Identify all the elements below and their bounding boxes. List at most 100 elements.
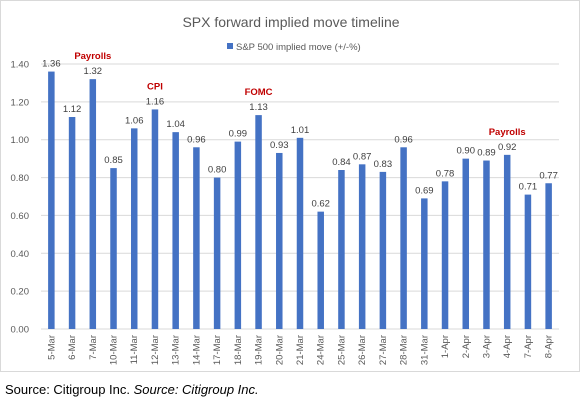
data-label: 1.01 xyxy=(291,125,310,136)
data-label: 1.06 xyxy=(125,115,144,126)
bar xyxy=(255,115,262,329)
data-label: 0.96 xyxy=(394,134,413,145)
bar xyxy=(110,168,117,329)
chart-frame: SPX forward implied move timeline S&P 50… xyxy=(0,0,580,372)
data-label: 1.16 xyxy=(146,96,165,107)
x-tick-label: 28-Mar xyxy=(399,335,410,365)
annotations: Payrolls CPI FOMC Payrolls xyxy=(74,51,525,138)
y-tick-label: 0.80 xyxy=(11,173,30,184)
data-label: 0.78 xyxy=(436,168,455,179)
bar xyxy=(234,141,242,329)
data-label: 1.12 xyxy=(63,104,82,115)
x-tick-label: 27-Mar xyxy=(378,335,389,365)
source-text-italic: Source: Citigroup Inc. xyxy=(133,382,259,397)
y-tick-label: 1.40 xyxy=(11,60,30,71)
bar xyxy=(213,177,221,329)
x-tick-label: 31-Mar xyxy=(419,335,430,365)
bar xyxy=(172,132,179,329)
data-label: 0.83 xyxy=(374,159,393,170)
bar xyxy=(358,164,366,329)
data-label: 0.71 xyxy=(519,182,538,193)
bar xyxy=(441,181,449,329)
chart-title: SPX forward implied move timeline xyxy=(182,14,399,30)
data-label: 1.32 xyxy=(84,66,103,77)
x-tick-label: 25-Mar xyxy=(336,335,347,365)
bar xyxy=(130,128,138,329)
legend-swatch xyxy=(227,43,233,49)
bar xyxy=(400,147,407,329)
x-tick-label: 18-Mar xyxy=(233,335,244,365)
bar xyxy=(193,147,200,329)
data-label: 1.04 xyxy=(166,119,185,130)
annotation-label: Payrolls xyxy=(489,127,526,138)
source-note: Source: Citigroup Inc. Source: Citigroup… xyxy=(5,382,259,397)
x-tick-label: 13-Mar xyxy=(171,335,182,365)
y-axis: 0.00 0.20 0.40 0.60 0.80 1.00 1.20 1.40 xyxy=(11,60,30,336)
bar xyxy=(462,158,470,329)
data-label: 0.80 xyxy=(208,165,227,176)
x-tick-label: 7-Apr xyxy=(523,335,534,358)
y-tick-label: 1.20 xyxy=(11,97,30,108)
x-tick-label: 21-Mar xyxy=(295,335,306,365)
data-label: 0.93 xyxy=(270,140,289,151)
x-tick-label: 7-Mar xyxy=(88,335,99,360)
bar xyxy=(68,117,76,329)
bar xyxy=(296,137,304,329)
x-axis: 5-Mar 6-Mar 7-Mar 10-Mar 11-Mar 12-Mar 13-Mar 1… xyxy=(46,335,554,365)
bar xyxy=(276,152,283,329)
bar-chart: SPX forward implied move timeline S&P 50… xyxy=(11,14,559,365)
data-label: 0.77 xyxy=(539,170,558,181)
y-tick-label: 1.00 xyxy=(11,135,30,146)
x-tick-label: 10-Mar xyxy=(109,335,120,365)
x-tick-label: 1-Apr xyxy=(440,335,451,358)
data-label: 1.36 xyxy=(42,59,61,70)
legend-label: S&P 500 implied move (+/-%) xyxy=(236,42,361,53)
data-label: 0.92 xyxy=(498,142,517,153)
bar xyxy=(483,160,490,329)
data-label: 0.87 xyxy=(353,151,372,162)
y-tick-label: 0.40 xyxy=(11,249,30,260)
data-label: 0.69 xyxy=(415,185,434,196)
x-tick-label: 11-Mar xyxy=(129,335,140,364)
annotation-label: Payrolls xyxy=(74,51,111,62)
x-tick-label: 24-Mar xyxy=(316,335,327,365)
bar xyxy=(421,198,428,329)
data-label: 0.85 xyxy=(104,155,123,166)
y-tick-label: 0.20 xyxy=(11,287,30,298)
data-label: 0.89 xyxy=(477,148,496,159)
x-tick-label: 4-Apr xyxy=(502,335,513,358)
x-tick-label: 19-Mar xyxy=(254,335,265,365)
data-label: 0.62 xyxy=(311,199,330,210)
x-tick-label: 14-Mar xyxy=(191,335,202,365)
data-label: 0.99 xyxy=(229,129,248,140)
data-label: 1.13 xyxy=(249,102,268,113)
x-tick-label: 26-Mar xyxy=(357,335,368,365)
bar xyxy=(524,194,532,329)
y-tick-label: 0.60 xyxy=(11,211,30,222)
data-label: 0.90 xyxy=(457,146,476,157)
x-tick-label: 8-Apr xyxy=(544,335,555,358)
x-tick-label: 2-Apr xyxy=(461,335,472,358)
data-labels: 1.361.121.320.851.061.161.040.960.800.99… xyxy=(42,59,558,210)
bar xyxy=(338,170,345,329)
bar xyxy=(379,171,387,329)
x-tick-label: 6-Mar xyxy=(67,335,78,360)
source-text: Source: Citigroup Inc. xyxy=(5,382,134,397)
data-label: 0.96 xyxy=(187,134,206,145)
bar xyxy=(317,211,324,329)
x-tick-label: 12-Mar xyxy=(150,335,161,365)
x-tick-label: 17-Mar xyxy=(212,335,223,365)
x-tick-label: 5-Mar xyxy=(46,335,57,360)
annotation-label: CPI xyxy=(147,81,163,92)
x-tick-label: 20-Mar xyxy=(274,335,285,365)
bar xyxy=(48,71,55,330)
data-label: 0.84 xyxy=(332,157,351,168)
x-tick-label: 3-Apr xyxy=(481,335,492,358)
bar xyxy=(545,183,552,329)
y-tick-label: 0.00 xyxy=(11,325,30,336)
bars xyxy=(48,71,552,330)
bar xyxy=(503,154,511,329)
bar xyxy=(89,79,97,330)
bar xyxy=(151,109,159,329)
annotation-label: FOMC xyxy=(245,87,273,98)
